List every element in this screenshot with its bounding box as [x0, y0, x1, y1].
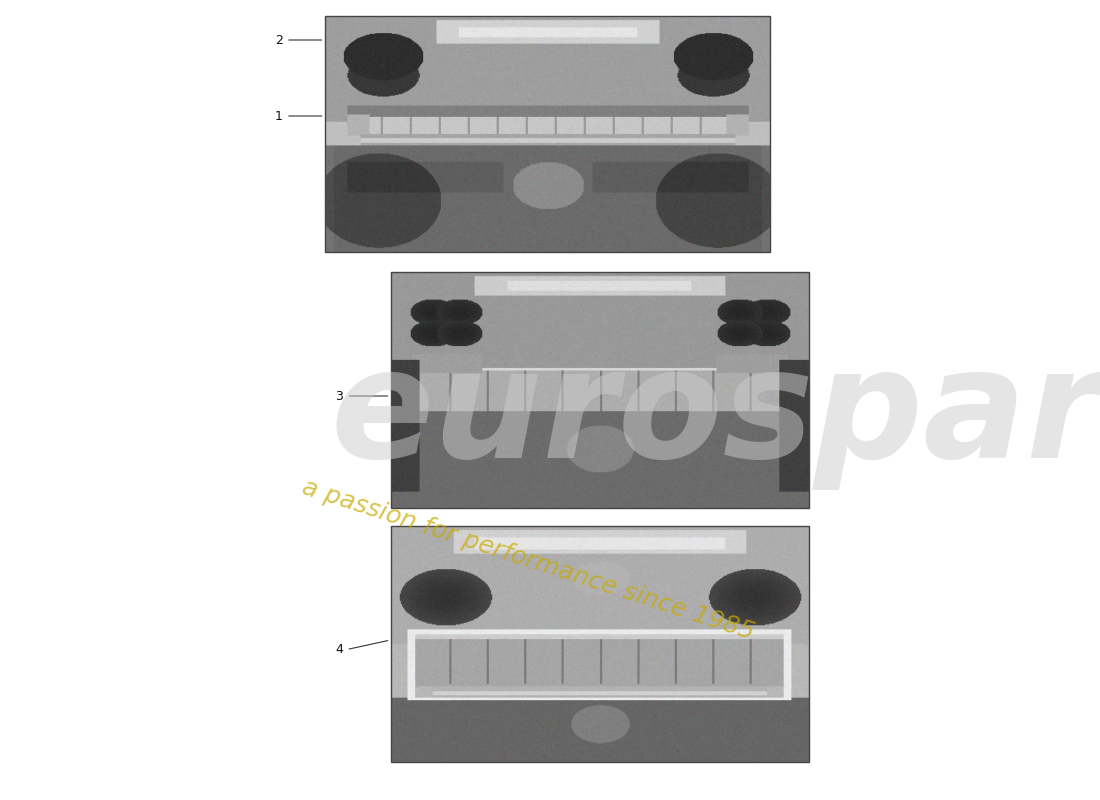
Text: 2: 2 [275, 34, 283, 46]
Text: a passion for performance since 1985: a passion for performance since 1985 [299, 475, 757, 645]
Text: eurospares: eurospares [330, 342, 1100, 490]
Bar [390, 526, 808, 762]
Bar [390, 272, 808, 508]
Text: 1: 1 [275, 110, 283, 122]
Text: 4: 4 [336, 643, 343, 656]
Text: 3: 3 [336, 390, 343, 402]
Bar [324, 16, 770, 252]
